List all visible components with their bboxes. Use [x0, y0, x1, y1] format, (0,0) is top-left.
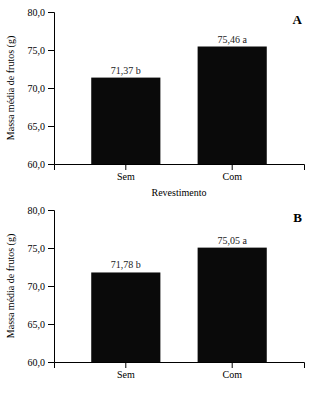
bars — [91, 47, 267, 164]
y-axis-title: Massa média de frutos (g) — [5, 36, 17, 140]
x-tick: Com — [222, 164, 242, 182]
bars — [91, 248, 267, 362]
data-labels: 71,37 b 75,46 a — [111, 34, 248, 76]
y-tick: 70,0 — [28, 83, 55, 94]
y-tick: 60,0 — [28, 159, 55, 170]
x-tick: Sem — [117, 362, 135, 380]
panel-label: A — [293, 12, 303, 27]
y-axis: 60,0 65,0 70,0 75,0 80,0 — [28, 205, 55, 368]
x-axis-line — [55, 165, 305, 171]
y-tick-mark — [48, 362, 54, 363]
y-tick-label: 65,0 — [28, 319, 46, 330]
y-tick-label: 80,0 — [28, 7, 46, 18]
x-tick-mark — [232, 362, 233, 368]
x-axis: Sem Com — [55, 362, 305, 380]
y-tick: 75,0 — [28, 45, 55, 56]
y-tick-mark — [48, 324, 54, 325]
y-tick-label: 70,0 — [28, 281, 46, 292]
y-tick-label: 60,0 — [28, 357, 46, 368]
y-axis: 60,0 65,0 70,0 75,0 80,0 — [28, 7, 55, 170]
y-tick-label: 75,0 — [28, 45, 46, 56]
x-tick-label: Com — [222, 369, 242, 380]
y-tick: 80,0 — [28, 205, 55, 216]
x-tick-mark — [125, 164, 126, 170]
chart: 60,0 65,0 70,0 75,0 80,0 Sem Com 71,37 b 75,46 a… — [0, 0, 314, 405]
panel: 60,0 65,0 70,0 75,0 80,0 Sem Com 71,37 b 75,46 a… — [5, 7, 305, 198]
y-tick: 75,0 — [28, 243, 55, 254]
data-label: 75,05 a — [217, 235, 247, 246]
y-tick-mark — [48, 286, 54, 287]
y-tick: 80,0 — [28, 7, 55, 18]
x-axis: Sem Com — [55, 164, 305, 182]
x-tick-mark — [125, 362, 126, 368]
y-tick: 65,0 — [28, 319, 55, 330]
y-tick-mark — [48, 126, 54, 127]
x-tick-label: Sem — [117, 171, 135, 182]
y-axis-line — [48, 13, 55, 165]
x-tick: Sem — [117, 164, 135, 182]
y-tick-mark — [48, 88, 54, 89]
x-tick-mark — [232, 164, 233, 170]
x-tick: Com — [222, 362, 242, 380]
panel: 60,0 65,0 70,0 75,0 80,0 Sem Com 71,78 b 75,05 a… — [5, 205, 305, 380]
data-label: 75,46 a — [217, 34, 247, 45]
y-tick-mark — [48, 248, 54, 249]
y-tick: 60,0 — [28, 357, 55, 368]
bar — [198, 47, 267, 164]
y-tick-mark — [48, 164, 54, 165]
data-label: 71,78 b — [111, 259, 141, 270]
y-axis-line — [48, 211, 55, 363]
x-tick-label: Com — [222, 171, 242, 182]
y-tick-mark — [48, 50, 54, 51]
x-axis-line — [55, 363, 305, 369]
data-label: 71,37 b — [111, 65, 141, 76]
bar — [198, 248, 267, 362]
y-tick-mark — [48, 12, 54, 13]
panel-label: B — [293, 210, 302, 225]
y-tick-label: 75,0 — [28, 243, 46, 254]
y-tick-mark — [48, 210, 54, 211]
x-tick-label: Sem — [117, 369, 135, 380]
y-axis-title: Massa média de frutos (g) — [5, 234, 17, 338]
y-tick-label: 70,0 — [28, 83, 46, 94]
y-tick-label: 60,0 — [28, 159, 46, 170]
y-tick: 70,0 — [28, 281, 55, 292]
y-tick-label: 65,0 — [28, 121, 46, 132]
y-tick-label: 80,0 — [28, 205, 46, 216]
y-tick: 65,0 — [28, 121, 55, 132]
x-axis-title: Revestimento — [152, 187, 207, 198]
bar — [91, 272, 160, 362]
bar — [91, 78, 160, 164]
data-labels: 71,78 b 75,05 a — [111, 235, 248, 271]
